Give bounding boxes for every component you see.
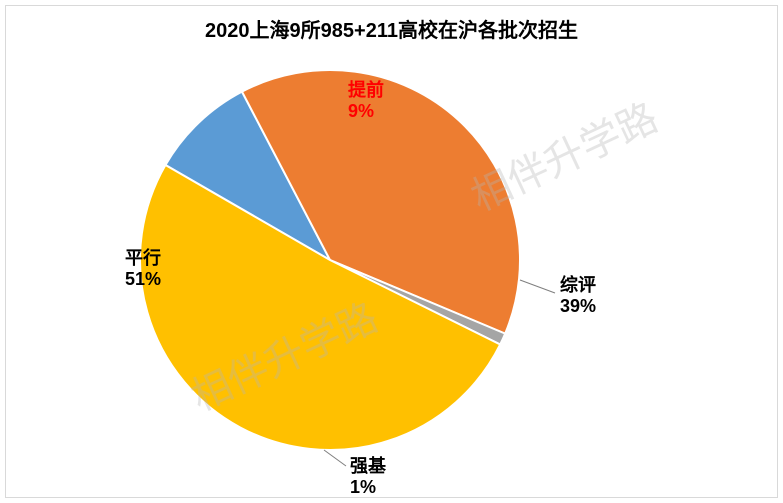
chart-container: 2020上海9所985+211高校在沪各批次招生 提前9% 综评39% 强基1% 平行… [0, 0, 783, 503]
slice-label-name: 强基 [350, 456, 386, 477]
slice-label-pct: 1% [350, 477, 386, 498]
pie-svg [0, 0, 783, 503]
slice-label-pct: 39% [560, 296, 596, 317]
slice-label-qiangji: 强基1% [350, 456, 386, 497]
leader-line-zongping [520, 280, 555, 293]
slice-label-pct: 9% [348, 101, 384, 122]
slice-label-zongping: 综评39% [560, 275, 596, 316]
slice-label-name: 综评 [560, 275, 596, 296]
slice-label-tiqian: 提前9% [348, 80, 384, 121]
slice-label-name: 平行 [125, 248, 161, 269]
leader-line-qiangji [324, 450, 346, 466]
chart-title: 2020上海9所985+211高校在沪各批次招生 [0, 14, 783, 43]
slice-label-pingxing: 平行51% [125, 248, 161, 289]
slice-label-pct: 51% [125, 269, 161, 290]
slice-label-name: 提前 [348, 80, 384, 101]
